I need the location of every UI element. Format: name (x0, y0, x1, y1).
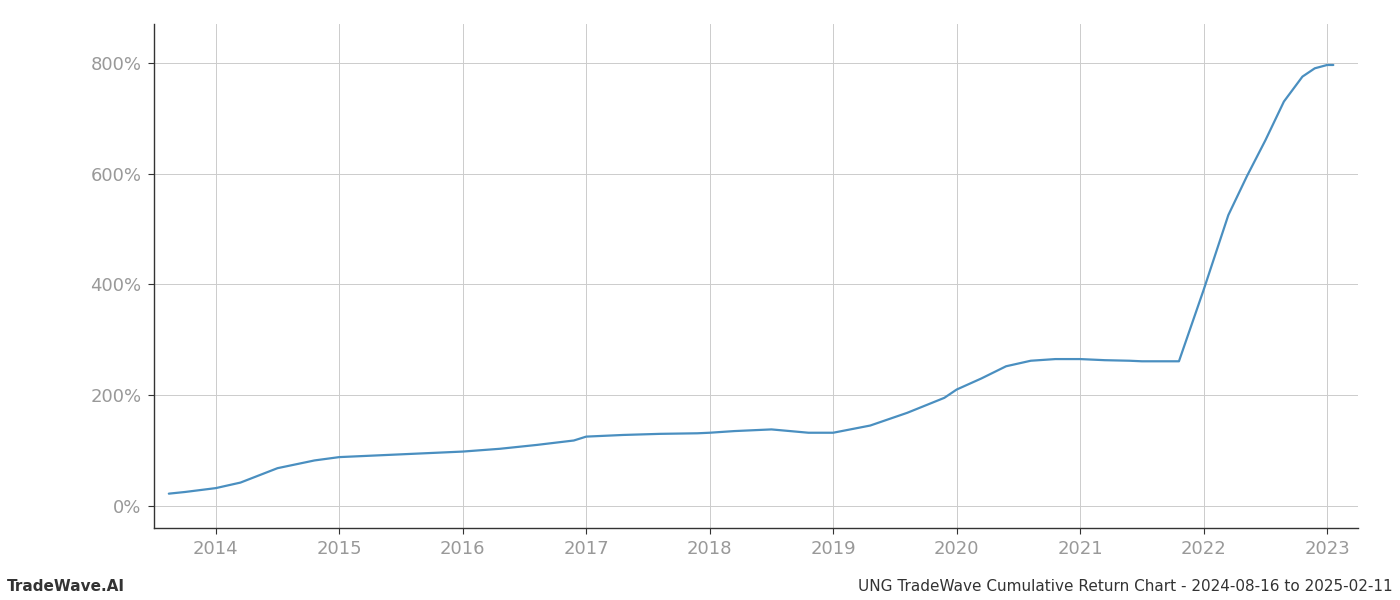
Text: UNG TradeWave Cumulative Return Chart - 2024-08-16 to 2025-02-11: UNG TradeWave Cumulative Return Chart - … (858, 579, 1393, 594)
Text: TradeWave.AI: TradeWave.AI (7, 579, 125, 594)
